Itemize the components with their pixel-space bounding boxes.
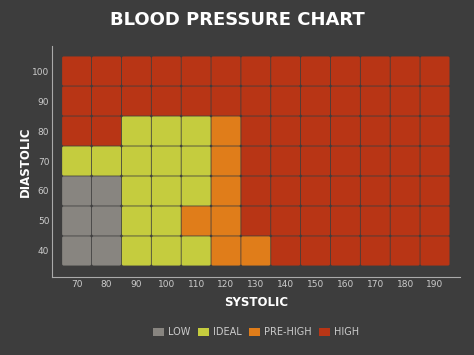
FancyBboxPatch shape — [182, 176, 210, 206]
FancyBboxPatch shape — [92, 206, 121, 236]
FancyBboxPatch shape — [241, 56, 270, 86]
FancyBboxPatch shape — [420, 176, 449, 206]
FancyBboxPatch shape — [152, 176, 181, 206]
FancyBboxPatch shape — [92, 86, 121, 116]
FancyBboxPatch shape — [182, 116, 210, 146]
FancyBboxPatch shape — [62, 116, 91, 146]
FancyBboxPatch shape — [122, 56, 151, 86]
FancyBboxPatch shape — [92, 146, 121, 176]
FancyBboxPatch shape — [361, 206, 390, 236]
Text: BLOOD PRESSURE CHART: BLOOD PRESSURE CHART — [109, 11, 365, 29]
FancyBboxPatch shape — [420, 146, 449, 176]
FancyBboxPatch shape — [122, 206, 151, 236]
FancyBboxPatch shape — [182, 86, 210, 116]
FancyBboxPatch shape — [331, 146, 360, 176]
X-axis label: SYSTOLIC: SYSTOLIC — [224, 296, 288, 308]
FancyBboxPatch shape — [391, 146, 419, 176]
FancyBboxPatch shape — [152, 116, 181, 146]
FancyBboxPatch shape — [152, 86, 181, 116]
FancyBboxPatch shape — [271, 86, 300, 116]
Y-axis label: DIASTOLIC: DIASTOLIC — [18, 126, 32, 197]
FancyBboxPatch shape — [62, 86, 91, 116]
FancyBboxPatch shape — [211, 116, 240, 146]
Legend: LOW, IDEAL, PRE-HIGH, HIGH: LOW, IDEAL, PRE-HIGH, HIGH — [149, 323, 363, 341]
FancyBboxPatch shape — [391, 206, 419, 236]
FancyBboxPatch shape — [122, 236, 151, 266]
FancyBboxPatch shape — [420, 56, 449, 86]
FancyBboxPatch shape — [361, 116, 390, 146]
FancyBboxPatch shape — [331, 176, 360, 206]
FancyBboxPatch shape — [361, 146, 390, 176]
FancyBboxPatch shape — [391, 86, 419, 116]
FancyBboxPatch shape — [331, 116, 360, 146]
FancyBboxPatch shape — [271, 116, 300, 146]
FancyBboxPatch shape — [182, 146, 210, 176]
FancyBboxPatch shape — [420, 86, 449, 116]
FancyBboxPatch shape — [152, 56, 181, 86]
FancyBboxPatch shape — [62, 206, 91, 236]
FancyBboxPatch shape — [62, 176, 91, 206]
FancyBboxPatch shape — [361, 176, 390, 206]
FancyBboxPatch shape — [122, 86, 151, 116]
FancyBboxPatch shape — [211, 56, 240, 86]
FancyBboxPatch shape — [271, 56, 300, 86]
FancyBboxPatch shape — [241, 236, 270, 266]
FancyBboxPatch shape — [92, 116, 121, 146]
FancyBboxPatch shape — [211, 86, 240, 116]
FancyBboxPatch shape — [211, 176, 240, 206]
FancyBboxPatch shape — [271, 236, 300, 266]
FancyBboxPatch shape — [92, 56, 121, 86]
FancyBboxPatch shape — [301, 176, 330, 206]
FancyBboxPatch shape — [301, 206, 330, 236]
FancyBboxPatch shape — [182, 206, 210, 236]
FancyBboxPatch shape — [152, 146, 181, 176]
FancyBboxPatch shape — [152, 206, 181, 236]
FancyBboxPatch shape — [92, 236, 121, 266]
FancyBboxPatch shape — [361, 56, 390, 86]
FancyBboxPatch shape — [301, 116, 330, 146]
FancyBboxPatch shape — [391, 56, 419, 86]
FancyBboxPatch shape — [420, 206, 449, 236]
FancyBboxPatch shape — [271, 206, 300, 236]
FancyBboxPatch shape — [391, 176, 419, 206]
FancyBboxPatch shape — [62, 56, 91, 86]
FancyBboxPatch shape — [241, 116, 270, 146]
FancyBboxPatch shape — [211, 206, 240, 236]
FancyBboxPatch shape — [301, 56, 330, 86]
FancyBboxPatch shape — [241, 146, 270, 176]
FancyBboxPatch shape — [241, 176, 270, 206]
FancyBboxPatch shape — [211, 236, 240, 266]
FancyBboxPatch shape — [391, 236, 419, 266]
FancyBboxPatch shape — [331, 206, 360, 236]
FancyBboxPatch shape — [420, 116, 449, 146]
FancyBboxPatch shape — [62, 146, 91, 176]
FancyBboxPatch shape — [271, 176, 300, 206]
FancyBboxPatch shape — [420, 236, 449, 266]
FancyBboxPatch shape — [301, 146, 330, 176]
FancyBboxPatch shape — [241, 86, 270, 116]
FancyBboxPatch shape — [271, 146, 300, 176]
FancyBboxPatch shape — [331, 236, 360, 266]
FancyBboxPatch shape — [122, 176, 151, 206]
FancyBboxPatch shape — [211, 146, 240, 176]
FancyBboxPatch shape — [361, 236, 390, 266]
FancyBboxPatch shape — [62, 236, 91, 266]
FancyBboxPatch shape — [122, 146, 151, 176]
FancyBboxPatch shape — [92, 176, 121, 206]
FancyBboxPatch shape — [182, 56, 210, 86]
FancyBboxPatch shape — [182, 236, 210, 266]
FancyBboxPatch shape — [301, 86, 330, 116]
FancyBboxPatch shape — [361, 86, 390, 116]
FancyBboxPatch shape — [152, 236, 181, 266]
FancyBboxPatch shape — [331, 56, 360, 86]
FancyBboxPatch shape — [301, 236, 330, 266]
FancyBboxPatch shape — [122, 116, 151, 146]
FancyBboxPatch shape — [391, 116, 419, 146]
FancyBboxPatch shape — [331, 86, 360, 116]
FancyBboxPatch shape — [241, 206, 270, 236]
